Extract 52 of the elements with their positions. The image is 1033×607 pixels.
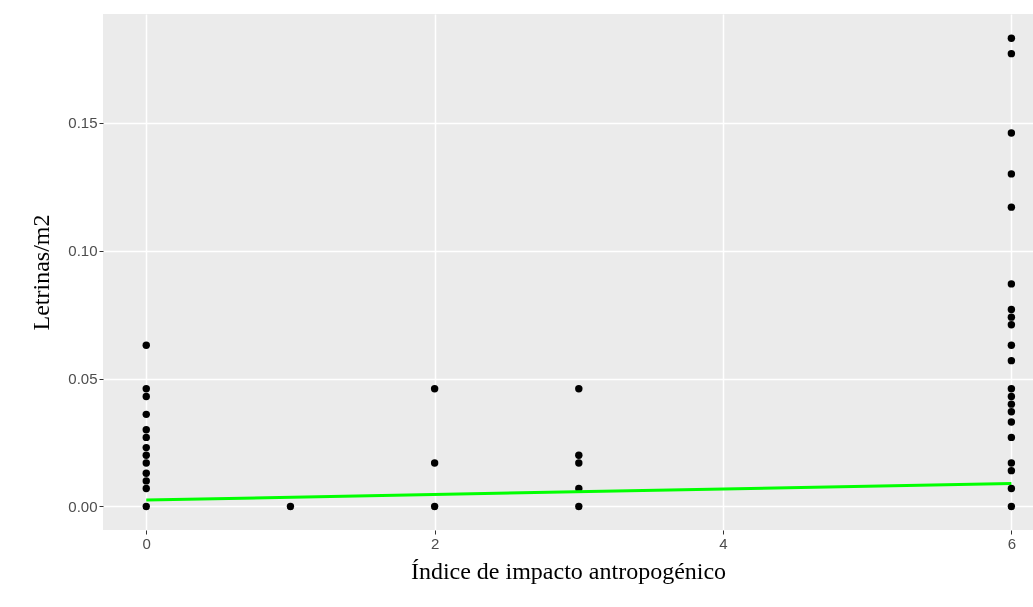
point: [1007, 502, 1016, 511]
point: [1007, 400, 1016, 408]
point: [1007, 392, 1016, 401]
x-tick-label: 4: [719, 534, 728, 552]
point: [575, 459, 583, 467]
x-tick-label: 6: [1007, 534, 1017, 552]
point: [142, 502, 150, 511]
point: [142, 392, 150, 401]
point: [430, 459, 439, 467]
point: [430, 502, 439, 511]
y-tick-label: 0.15: [68, 114, 98, 132]
y-tick-label: 0.00: [68, 497, 98, 515]
point: [142, 477, 150, 485]
y-tick-label: 0.10: [68, 242, 98, 260]
x-tick-label: 0: [142, 534, 151, 552]
point: [142, 433, 150, 442]
point: [1007, 459, 1016, 467]
point: [1007, 385, 1016, 393]
point: [1007, 34, 1016, 42]
point: [142, 451, 150, 459]
y-tick-label: 0.05: [68, 370, 98, 388]
point: [142, 410, 150, 419]
point: [1007, 484, 1016, 493]
point: [575, 451, 583, 459]
y-axis-title: Letrinas/m2: [28, 214, 55, 331]
point: [430, 385, 439, 393]
point: [1007, 280, 1016, 288]
point: [286, 502, 295, 511]
point: [1007, 49, 1016, 58]
point: [1007, 418, 1016, 426]
x-axis-title: Índice de impacto antropogénico: [410, 557, 727, 584]
point: [142, 443, 150, 452]
point: [1007, 408, 1016, 416]
point: [1007, 305, 1016, 314]
point: [1007, 466, 1016, 475]
point: [575, 385, 583, 393]
point: [142, 341, 150, 349]
point: [575, 502, 583, 511]
point: [1007, 170, 1016, 178]
point: [142, 484, 150, 493]
point: [1007, 341, 1016, 349]
point: [142, 426, 150, 434]
point: [1007, 203, 1016, 211]
point: [1007, 433, 1016, 442]
point: [1007, 313, 1016, 321]
point: [142, 469, 150, 477]
x-tick-label: 2: [430, 534, 440, 552]
point: [142, 459, 150, 467]
point: [1007, 129, 1016, 137]
point: [142, 385, 150, 393]
point: [1007, 356, 1016, 365]
point: [1007, 321, 1016, 329]
